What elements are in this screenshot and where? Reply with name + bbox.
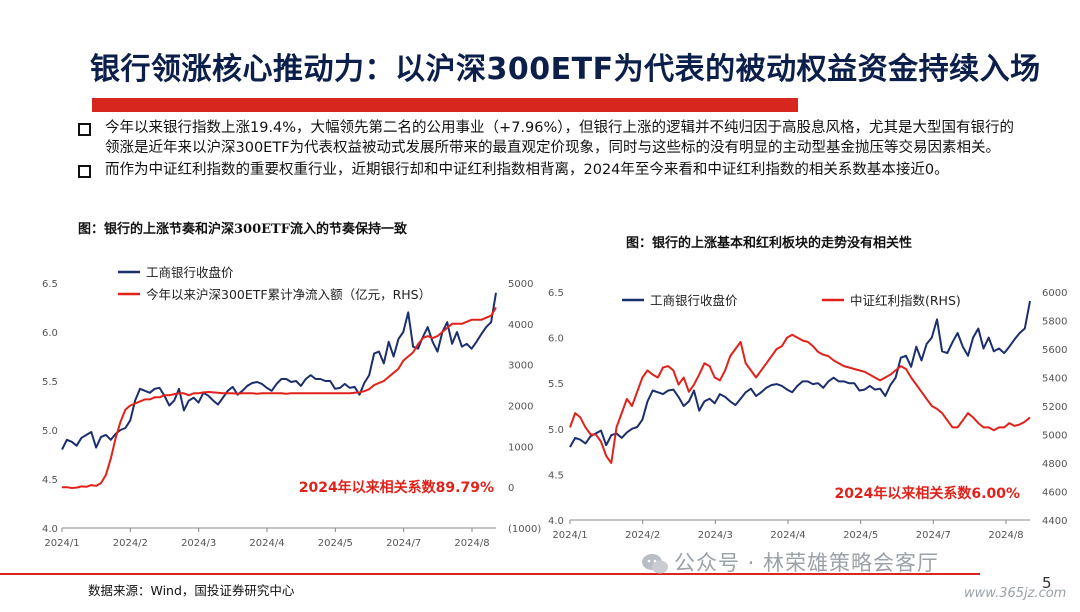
x-tick-label: 2024/3 — [698, 530, 733, 541]
y-left-tick-label: 6.0 — [42, 328, 58, 339]
bullet-item: 而作为中证红利指数的重要权重行业，近期银行却和中证红利指数相背离，2024年至今… — [78, 160, 1028, 180]
chart2-title: 图：银行的上涨基本和红利板块的走势没有相关性 — [626, 236, 913, 251]
y-right-tick-label: 5600 — [1042, 345, 1067, 356]
series-line-2 — [569, 333, 1031, 464]
x-tick-label: 2024/4 — [770, 530, 805, 541]
chart1-title: 图：银行的上涨节奏和沪深300ETF流入的节奏保持一致 — [78, 222, 407, 237]
x-tick-label: 2024/8 — [988, 530, 1023, 541]
y-right-tick-label: 5000 — [508, 279, 533, 290]
page-number: 5 — [1042, 574, 1052, 592]
site-watermark: www.365jz.com — [964, 586, 1067, 601]
x-tick-label: 2024/2 — [113, 538, 148, 549]
y-right-tick-label: 5000 — [1042, 431, 1067, 442]
x-tick-label: 2024/8 — [454, 538, 489, 549]
y-right-tick-label: 4000 — [508, 320, 533, 331]
legend-label: 工商银行收盘价 — [650, 293, 738, 308]
y-left-tick-label: 4.5 — [42, 475, 58, 486]
correlation-annotation: 2024年以来相关系数89.79% — [299, 479, 494, 496]
x-tick-label: 2024/3 — [181, 538, 216, 549]
watermark-text: 公众号 · 林荣雄策略会客厅 — [674, 551, 940, 575]
y-right-tick-label: 2000 — [508, 402, 533, 413]
series-line-1 — [61, 292, 497, 451]
bullet-text: 今年以来银行指数上涨19.4%，大幅领先第二名的公用事业（+7.96%），但银行… — [105, 120, 1015, 156]
y-left-tick-label: 4.0 — [42, 524, 58, 535]
x-tick-label: 2024/7 — [386, 538, 421, 549]
footer-decoration — [0, 568, 1080, 608]
y-right-tick-label: 3000 — [508, 361, 533, 372]
y-left-tick-label: 6.0 — [548, 334, 564, 345]
y-right-tick-label: (1000) — [508, 524, 541, 535]
y-left-tick-label: 4.5 — [548, 470, 564, 481]
x-tick-label: 2024/7 — [916, 530, 951, 541]
series-line-2 — [62, 306, 497, 489]
title-underline-bar — [92, 98, 798, 112]
chart-2: 4.0 4.5 5.0 5.5 6.0 6.5 4400 4600 4800 5000 5200 54… — [548, 288, 1067, 541]
bullet-text: 而作为中证红利指数的重要权重行业，近期银行却和中证红利指数相背离，2024年至今… — [105, 162, 949, 178]
legend-label: 中证红利指数(RHS) — [850, 293, 961, 308]
y-right-tick-label: 4800 — [1042, 459, 1067, 470]
x-tick-label: 2024/1 — [44, 538, 79, 549]
chart-1: 4.0 4.5 5.0 5.5 6.0 6.5 (1000) 0 1000 2000 3000 400… — [42, 265, 541, 549]
x-tick-label: 2024/2 — [625, 530, 660, 541]
x-tick-label: 2024/1 — [552, 530, 587, 541]
data-source: 数据来源：Wind，国投证券研究中心 — [88, 583, 295, 598]
x-tick-label: 2024/5 — [318, 538, 353, 549]
bullet-marker-icon — [78, 165, 91, 178]
wechat-icon — [642, 554, 668, 574]
y-right-tick-label: 1000 — [508, 442, 533, 453]
correlation-annotation: 2024年以来相关系数6.00% — [834, 485, 1020, 502]
y-right-tick-label: 5400 — [1042, 374, 1067, 385]
y-left-tick-label: 5.5 — [548, 379, 564, 390]
y-left-tick-label: 5.5 — [42, 377, 58, 388]
y-right-tick-label: 5800 — [1042, 317, 1067, 328]
x-tick-label: 2024/4 — [249, 538, 284, 549]
x-tick-label: 2024/5 — [843, 530, 878, 541]
y-left-tick-label: 6.5 — [548, 288, 564, 299]
y-right-tick-label: 5200 — [1042, 402, 1067, 413]
y-left-tick-label: 5.0 — [548, 425, 564, 436]
y-left-tick-label: 6.5 — [42, 279, 58, 290]
y-right-tick-label: 4400 — [1042, 516, 1067, 527]
y-left-tick-label: 4.0 — [548, 516, 564, 527]
legend-label: 工商银行收盘价 — [146, 265, 234, 280]
y-left-tick-label: 5.0 — [42, 426, 58, 437]
bullet-marker-icon — [78, 123, 91, 136]
y-right-tick-label: 0 — [508, 483, 514, 494]
bullet-list: 今年以来银行指数上涨19.4%，大幅领先第二名的公用事业（+7.96%），但银行… — [78, 118, 1028, 182]
y-right-tick-label: 4600 — [1042, 488, 1067, 499]
footer-band — [0, 568, 1080, 608]
bullet-item: 今年以来银行指数上涨19.4%，大幅领先第二名的公用事业（+7.96%），但银行… — [78, 118, 1028, 158]
page-title: 银行领涨核心推动力：以沪深300ETF为代表的被动权益资金持续入场 — [90, 52, 1041, 87]
series-line-1 — [569, 300, 1031, 448]
legend-label: 今年以来沪深300ETF累计净流入额（亿元，RHS） — [146, 287, 431, 302]
y-right-tick-label: 6000 — [1042, 288, 1067, 299]
